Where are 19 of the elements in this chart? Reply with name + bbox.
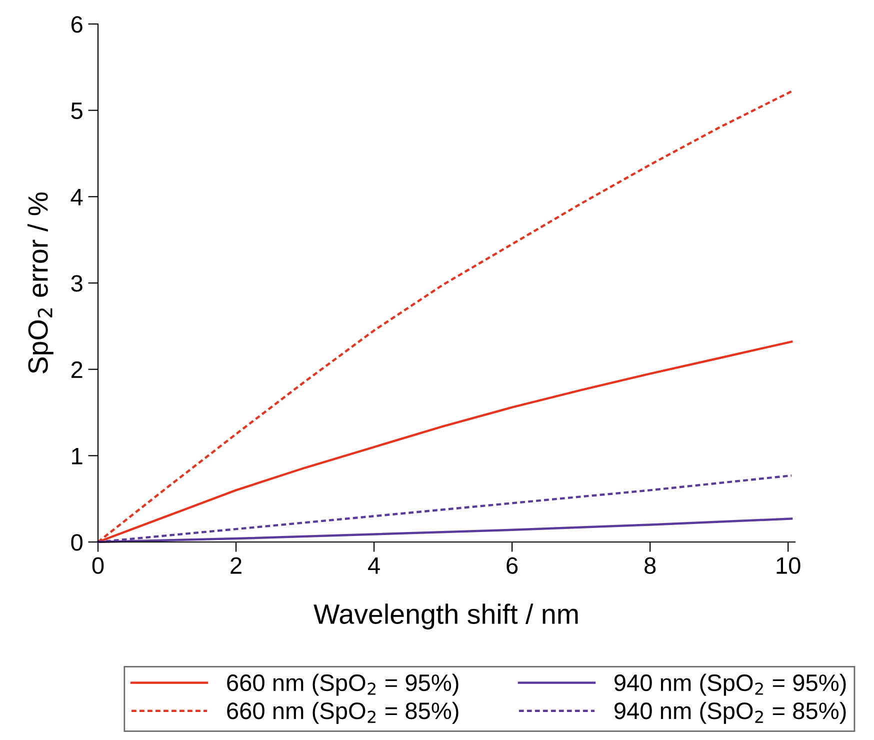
y-tick-label: 2	[71, 361, 82, 378]
x-tick-label: 8	[644, 557, 656, 574]
legend-label: 940 nm (SpO$_{2}$ = 85%)	[614, 702, 846, 724]
y-tick-label: 4	[70, 188, 83, 206]
x-tick-label: 0	[92, 557, 104, 574]
x-tick-label: 4	[368, 557, 380, 574]
x-tick-label: 6	[506, 557, 518, 574]
y-tick-label: 6	[71, 16, 82, 33]
x-tick-label: 2	[230, 557, 242, 574]
legend-label: 660 nm (SpO$_{2}$ = 95%)	[227, 674, 458, 696]
legend-label: 660 nm (SpO$_{2}$ = 85%)	[227, 702, 458, 724]
y-tick-label: 3	[71, 275, 82, 292]
y-axis-title: SpO$_{2}$ error / %	[28, 192, 54, 374]
y-tick-label: 5	[71, 102, 82, 120]
y-tick-label: 1	[72, 448, 82, 464]
legend-label: 940 nm (SpO$_{2}$ = 95%)	[614, 674, 846, 696]
y-tick-label: 0	[71, 534, 82, 551]
x-axis-title: Wavelength shift / nm	[314, 604, 578, 630]
x-tick-label: 10	[776, 557, 800, 574]
